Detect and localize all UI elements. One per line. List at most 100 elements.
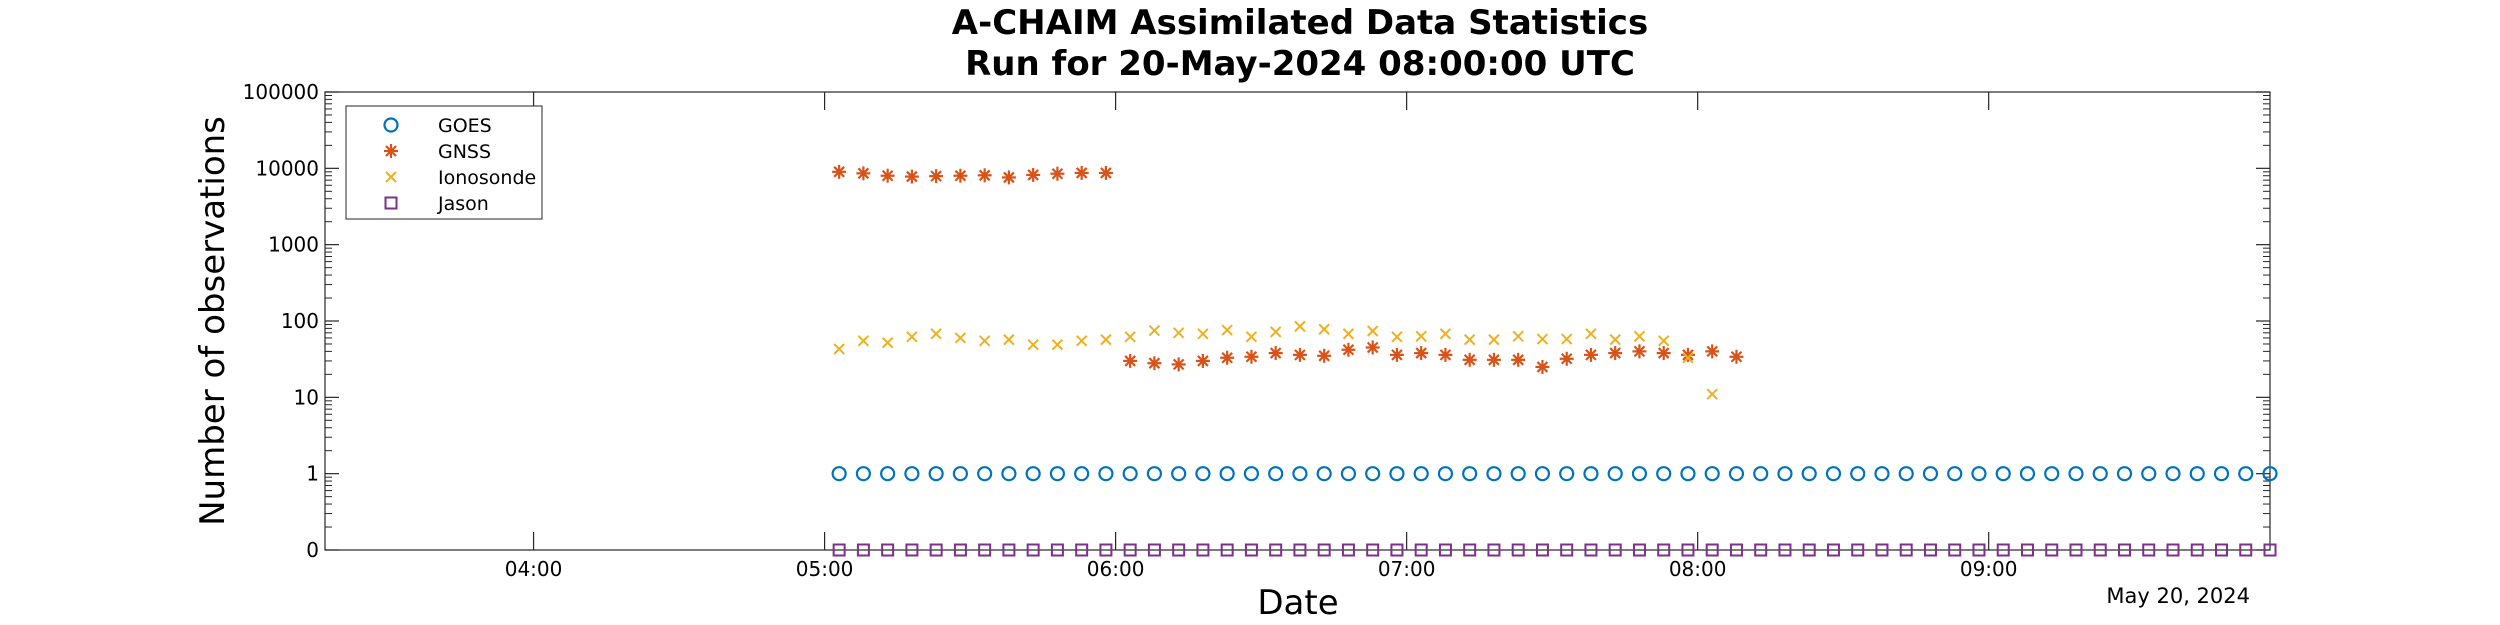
gnss-point (880, 168, 895, 183)
gnss-point (1341, 342, 1356, 357)
chart-title-line2: Run for 20-May-2024 08:00:00 UTC (965, 44, 1635, 84)
goes-point (1947, 466, 1963, 482)
ionosonde-point (1003, 333, 1015, 346)
gnss-point (1171, 357, 1186, 372)
gnss-point (1074, 165, 1089, 180)
ionosonde-point (1609, 333, 1621, 346)
jason-point (1487, 543, 1501, 557)
gnss-point (1292, 347, 1307, 362)
x-tick-label: 07:00 (1378, 557, 1436, 581)
ionosonde-point (1657, 335, 1670, 347)
gnss-point (977, 168, 992, 183)
ionosonde-point (1439, 328, 1452, 340)
legend-ionosonde-label: Ionosonde (438, 167, 536, 189)
y-tick-label: 10 (294, 385, 319, 409)
goes-point (1340, 466, 1357, 482)
legend-goes-marker (383, 117, 399, 133)
goes-point (1534, 466, 1551, 482)
goes-point (1874, 466, 1890, 482)
data-marks (831, 164, 2278, 557)
gnss-point (1486, 352, 1501, 367)
goes-point (952, 466, 968, 482)
ionosonde-point (1463, 333, 1476, 346)
goes-point (831, 466, 847, 482)
jason-point (1608, 543, 1622, 557)
jason-point (1923, 543, 1937, 557)
jason-point (1705, 543, 1719, 557)
plot-area (324, 91, 2271, 551)
goes-point (1753, 466, 1769, 482)
goes-point (1559, 466, 1575, 482)
goes-point (1971, 466, 1987, 482)
chart-title-line1: A-CHAIM Assimilated Data Statistics (952, 3, 1648, 43)
gnss-point (1511, 352, 1526, 367)
jason-point (1851, 543, 1865, 557)
goes-point (2044, 466, 2060, 482)
goes-point (855, 466, 871, 482)
goes-point (2141, 466, 2157, 482)
ionosonde-point (1318, 323, 1330, 335)
ionosonde-point (1075, 335, 1088, 347)
ionosonde-point (1100, 333, 1112, 346)
goes-point (1316, 466, 1332, 482)
ionosonde-point (930, 328, 942, 340)
goes-point (2238, 466, 2254, 482)
x-tick-label: 06:00 (1087, 557, 1145, 581)
jason-point (1366, 543, 1380, 557)
jason-point (1584, 543, 1598, 557)
y-tick-label: 100000 (243, 80, 319, 104)
gnss-point (1098, 165, 1113, 180)
gnss-point (1680, 347, 1695, 362)
jason-point (1172, 543, 1186, 557)
goes-point (1171, 466, 1187, 482)
jason-point (1778, 543, 1792, 557)
goes-point (880, 466, 896, 482)
jason-point (2263, 543, 2277, 557)
jason-point (1802, 543, 1816, 557)
goes-point (1219, 466, 1235, 482)
gnss-point (953, 168, 968, 183)
jason-point (2069, 543, 2083, 557)
jason-point (2020, 543, 2034, 557)
x-tick-label: 08:00 (1669, 557, 1727, 581)
jason-point (1317, 543, 1331, 557)
ionosonde-point (1706, 388, 1718, 400)
gnss-point (1462, 352, 1477, 367)
goes-point (1243, 466, 1260, 482)
jason-point (1875, 543, 1889, 557)
jason-point (1729, 543, 1743, 557)
jason-point (1511, 543, 1525, 557)
goes-point (977, 466, 993, 482)
ionosonde-point (1536, 333, 1549, 345)
goes-point (1098, 466, 1114, 482)
goes-point (1922, 466, 1939, 482)
gnss-point (1438, 347, 1453, 362)
ionosonde-point (1172, 327, 1185, 339)
ionosonde-point (1366, 325, 1379, 337)
jason-point (2190, 543, 2204, 557)
jason-point (1390, 543, 1404, 557)
jason-point (1293, 543, 1307, 557)
legend-goes-label: GOES (438, 115, 492, 137)
legend-ionosonde-marker (385, 171, 397, 183)
ionosonde-point (978, 335, 991, 347)
jason-point (1123, 543, 1137, 557)
goes-point (1146, 466, 1163, 482)
legend: GOES GNSS Ionosonde Jason (345, 105, 543, 220)
jason-point (1196, 543, 1210, 557)
ionosonde-point (1391, 331, 1403, 343)
jason-point (1535, 543, 1549, 557)
goes-point (1025, 466, 1041, 482)
jason-point (1996, 543, 2010, 557)
goes-point (1631, 466, 1648, 482)
jason-point (978, 543, 992, 557)
jason-point (1826, 543, 1840, 557)
gnss-point (929, 169, 944, 184)
y-tick-label: 0 (306, 538, 319, 562)
axis-ticks: 0 1 10 100 1000 10000 100000 04:00 05:00 06:00 07:… (243, 80, 2270, 581)
jason-point (1147, 543, 1161, 557)
ionosonde-point (1027, 338, 1039, 351)
goes-point (1413, 466, 1429, 482)
goes-point (1292, 466, 1308, 482)
gnss-point (1317, 348, 1332, 363)
